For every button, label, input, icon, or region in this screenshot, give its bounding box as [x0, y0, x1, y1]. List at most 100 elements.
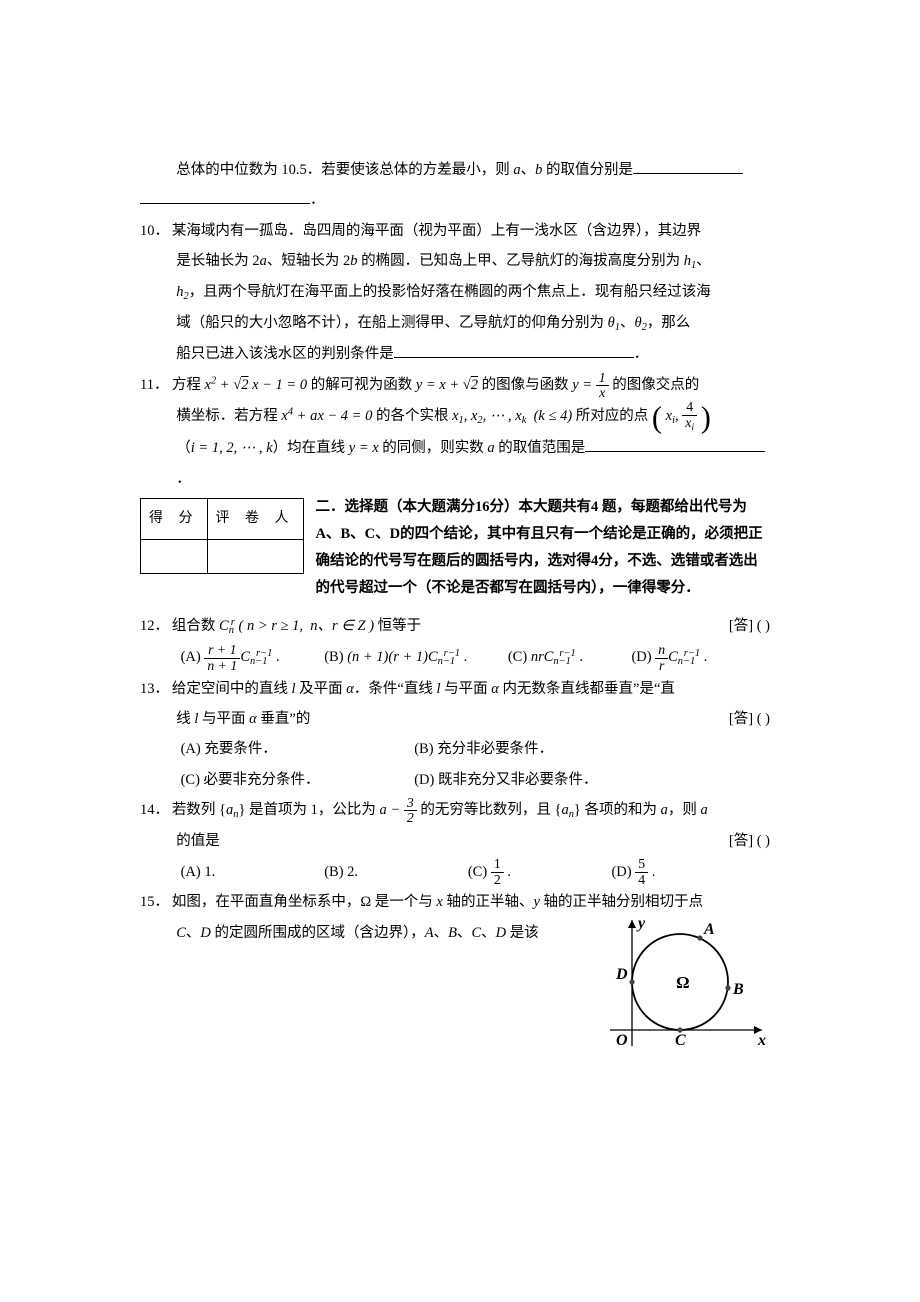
q9-text-a: 总体的中位数为 10.5．若要使该总体的方差最小，则: [176, 162, 513, 178]
q13-l1e: 内无数条直线都垂直”是“直: [499, 681, 675, 697]
q15-C: C: [176, 925, 186, 941]
q10-l3a: ，且两个导航灯在海平面上的投影恰好落在椭圆的两个焦点上．现有船只经过该海: [189, 284, 711, 300]
q13-l2c: 垂直”的: [257, 711, 311, 727]
q10-period: ．: [634, 346, 649, 362]
q15-l2c: 的定圆所围成的区域（含边界），: [211, 925, 425, 941]
q10-theta2: θ2: [634, 315, 646, 331]
q15-D2: D: [496, 925, 506, 941]
q11-l3a: （: [176, 440, 191, 456]
q12-cond-cn: 恒等于: [378, 618, 422, 634]
q12-stem: 12．组合数 Cn r ( n > r ≥ 1, n、r ∈ Z ) 恒等于[答…: [140, 611, 770, 642]
q13-alpha2: α: [491, 681, 499, 697]
q12-opt-B: (B) (n + 1)(r + 1)Cn−1 r−1 .: [324, 642, 504, 673]
q11-l2a: 横坐标．若方程: [176, 408, 281, 424]
q10-line3: h2，且两个导航灯在海平面上的投影恰好落在椭圆的两个焦点上．现有船只经过该海: [140, 277, 770, 308]
score-col-1: 得 分: [141, 499, 208, 539]
q10-h2: h2: [176, 284, 188, 300]
q14-l1c: 的无穷等比数列，且: [417, 802, 555, 818]
q11-l1d: 的图像交点的: [609, 377, 700, 393]
q14-l1b: 是首项为 1，公比为: [245, 802, 379, 818]
q14-seq2: {an}: [554, 802, 580, 818]
q14-number: 14．: [140, 795, 172, 825]
q11-l2c: 所对应的点: [572, 408, 652, 424]
q10-l2b: 、短轴长为: [267, 253, 343, 269]
q11-period: ．: [176, 471, 191, 487]
coord-figure-svg: A B C D Ω O x y: [580, 914, 770, 1064]
q15-l1c: 轴的正半轴、: [443, 894, 534, 910]
point-A: [697, 935, 702, 940]
q15-block: 15．如图，在平面直角坐标系中，Ω 是一个与 x 轴的正半轴、y 轴的正半轴分别…: [140, 887, 770, 1075]
q15-l1d: 轴的正半轴分别相切于点: [540, 894, 703, 910]
q10-line5: 船只已进入该浅水区的判别条件是 ．: [140, 339, 770, 369]
q15-omega: Ω: [360, 894, 371, 910]
q10-2b: 2b: [343, 253, 358, 269]
q12-answer-tag: [答] ( ): [729, 611, 770, 641]
q11-l1c: 的图像与函数: [478, 377, 572, 393]
q10-line4: 域（船只的大小忽略不计），在船上测得甲、乙导航灯的仰角分别为 θ1、θ2，那么: [140, 308, 770, 339]
q9-period: ．: [310, 192, 325, 208]
q11-l2b: 的各个实根: [372, 408, 452, 424]
q11-eq2: y = x + √2: [416, 377, 478, 393]
q13-opts-row2: (C) 必要非充分条件． (D) 既非充分又非必要条件．: [140, 765, 770, 795]
q11-pt-x: xi: [666, 408, 675, 424]
q11-var-a: a: [487, 440, 494, 456]
q11-line2: 横坐标．若方程 x4 + ax − 4 = 0 的各个实根 x1, x2, ⋯ …: [140, 400, 770, 433]
q13-l1d: 与平面: [441, 681, 492, 697]
q13-alpha: α: [346, 681, 354, 697]
q13-l2a: 线: [176, 711, 194, 727]
point-B: [725, 985, 730, 990]
q15-D: D: [200, 925, 210, 941]
label-x: x: [757, 1032, 766, 1049]
q10-l5: 船只已进入该浅水区的判别条件是: [176, 346, 394, 362]
q14-l2: 的值是: [176, 833, 220, 849]
q14-options: (A) 1. (B) 2. (C) 12 . (D) 54 .: [140, 857, 770, 888]
score-table: 得 分 评 卷 人: [140, 498, 304, 573]
score-blank-1: [141, 539, 208, 573]
score-blank-2: [207, 539, 303, 573]
q13-opt-D: (D) 既非充分又非必要条件．: [414, 765, 644, 795]
q11-blank: [585, 438, 765, 453]
q10-line1: 10．某海域内有一孤岛．岛四周的海平面（视为平面）上有一浅水区（含边界），其边界: [140, 216, 770, 246]
q11-comma: ,: [675, 408, 682, 424]
q15-l1b: 是一个与: [371, 894, 436, 910]
q11-l3b: ）均在直线: [273, 440, 349, 456]
q11-l1a: 方程: [172, 377, 205, 393]
q11-idx: i = 1, 2, ⋯ , k: [191, 440, 273, 456]
q10-number: 10．: [140, 216, 172, 246]
label-B: B: [732, 981, 744, 998]
q15-l2b: 、: [186, 925, 201, 941]
q15-line1: 15．如图，在平面直角坐标系中，Ω 是一个与 x 轴的正半轴、y 轴的正半轴分别…: [140, 887, 770, 917]
q13-alpha3: α: [249, 711, 257, 727]
q14-var-a2: a: [701, 802, 708, 818]
q12-number: 12．: [140, 611, 172, 641]
q11-eq3: x4 + ax − 4 = 0: [281, 408, 372, 424]
label-C: C: [675, 1032, 686, 1049]
q13-line2: 线 l 与平面 α 垂直”的[答] ( ): [140, 704, 770, 734]
q13-l2b: 与平面: [198, 711, 249, 727]
q13-l1b: 及平面: [296, 681, 347, 697]
q9-blank-1: [633, 160, 743, 175]
q10-l2d: 、: [696, 253, 711, 269]
q11-l1b: 的解可视为函数: [307, 377, 416, 393]
q9-blank-2: [140, 190, 310, 205]
y-axis-arrow-icon: [628, 920, 636, 928]
point-D: [629, 979, 634, 984]
q9-var-a: a: [513, 162, 520, 178]
q14-opt-D: (D) 54 .: [611, 857, 691, 888]
q11-frac1: y = 1x: [572, 377, 608, 393]
q12-opt-C: (C) nrCn−1 r−1 .: [508, 642, 628, 673]
q13-l1c: ．条件“直线: [354, 681, 437, 697]
q10-l2c: 的椭圆．已知岛上甲、乙导航灯的海拔高度分别为: [358, 253, 684, 269]
q13-opt-B: (B) 充分非必要条件．: [414, 734, 644, 764]
q14-l1e: ，则: [668, 802, 701, 818]
q15-C2: C: [472, 925, 482, 941]
q10-blank: [394, 344, 634, 359]
q14-l1a: 若数列: [172, 802, 219, 818]
q14-var-a: a: [661, 802, 668, 818]
q14-seq1: {an}: [219, 802, 245, 818]
q12-text-a: 组合数: [172, 618, 219, 634]
q14-l1d: 各项的和为: [581, 802, 661, 818]
q9-text-b: 的取值分别是: [542, 162, 633, 178]
q11-rparen-big: ): [701, 401, 711, 435]
q10-2a: 22aa: [252, 253, 267, 269]
